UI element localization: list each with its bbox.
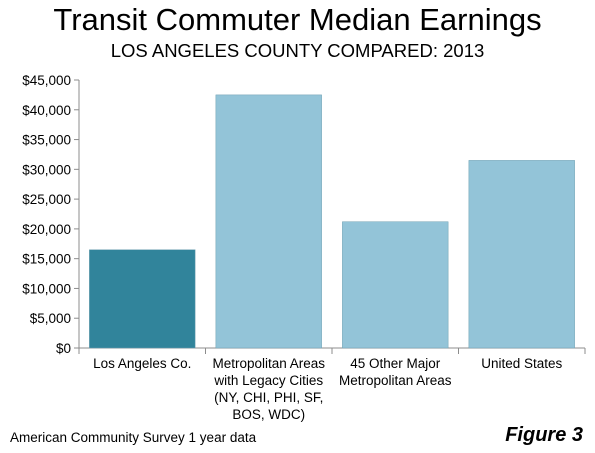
category-label: (NY, CHI, PHI, SF, (214, 390, 323, 405)
category-label: with Legacy Cities (213, 373, 323, 388)
y-tick-label: $10,000 (22, 281, 71, 296)
y-tick-label: $40,000 (22, 103, 71, 118)
category-label: Metropolitan Areas (339, 373, 452, 388)
category-label: Los Angeles Co. (93, 356, 191, 371)
y-tick-label: $35,000 (22, 133, 71, 148)
category-label: Metropolitan Areas (212, 356, 325, 371)
bar (89, 249, 196, 349)
category-label: BOS, WDC) (232, 407, 305, 422)
chart-subtitle: LOS ANGELES COUNTY COMPARED: 2013 (110, 40, 485, 61)
bar (342, 221, 449, 349)
category-label: United States (481, 356, 562, 371)
source-note: American Community Survey 1 year data (10, 430, 257, 445)
bar (215, 94, 322, 349)
y-tick-label: $15,000 (22, 252, 71, 267)
chart-title: Transit Commuter Median Earnings (53, 2, 542, 37)
y-tick-label: $25,000 (22, 192, 71, 207)
y-tick-label: $30,000 (22, 162, 71, 177)
y-tick-label: $5,000 (30, 311, 71, 326)
bar (468, 160, 575, 349)
category-label: 45 Other Major (350, 356, 441, 371)
y-tick-label: $0 (56, 341, 71, 356)
y-tick-label: $20,000 (22, 222, 71, 237)
figure-label: Figure 3 (505, 424, 583, 446)
y-tick-label: $45,000 (22, 73, 71, 88)
